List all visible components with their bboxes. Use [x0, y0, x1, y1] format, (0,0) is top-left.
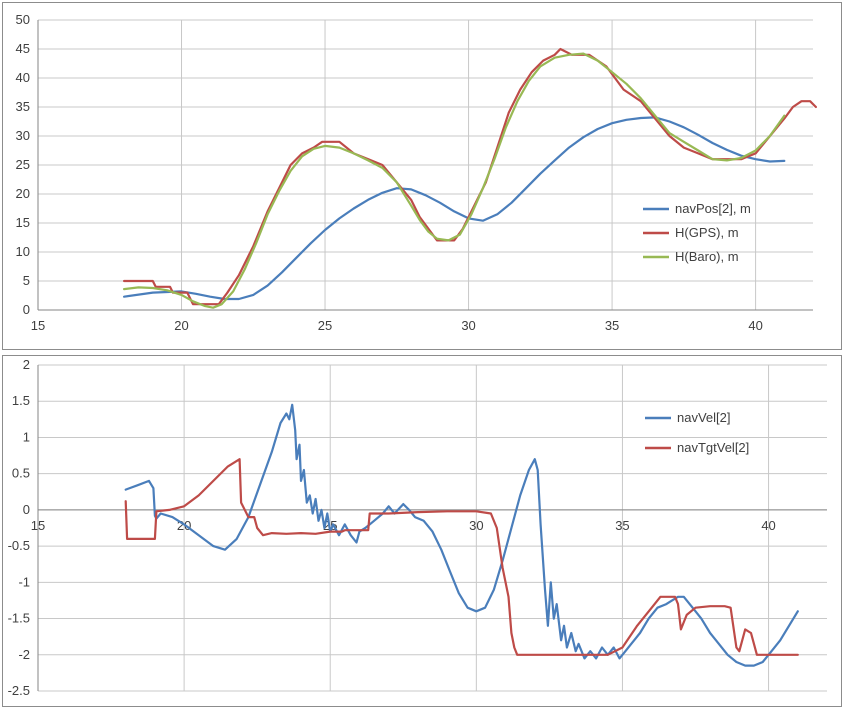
y-tick-label: -0.5 — [8, 538, 30, 553]
y-tick-label: 1 — [23, 429, 30, 444]
x-tick-label: 30 — [461, 318, 475, 333]
y-tick-label: 10 — [16, 244, 30, 259]
legend-label: H(GPS), m — [675, 225, 739, 240]
legend-label: navVel[2] — [677, 410, 731, 425]
x-tick-label: 40 — [761, 518, 775, 533]
y-tick-label: -2 — [18, 647, 30, 662]
y-tick-label: 2 — [23, 357, 30, 372]
y-tick-label: 30 — [16, 128, 30, 143]
x-tick-label: 15 — [31, 518, 45, 533]
bottom-chart-panel: -2.5 -2 -1.5 -1 -0.5 0 0.5 1 1.5 2 15 20 25 30 35 40 nav… — [2, 355, 842, 707]
x-tick-label: 20 — [174, 318, 188, 333]
x-tick-label: 40 — [748, 318, 762, 333]
series-line-1 — [124, 458, 799, 656]
legend: navPos[2], m H(GPS), m H(Baro), m — [643, 201, 751, 264]
y-tick-label: -1 — [18, 574, 30, 589]
gridlines — [38, 19, 813, 311]
legend-label: H(Baro), m — [675, 249, 739, 264]
y-tick-label: 35 — [16, 99, 30, 114]
y-tick-label: 45 — [16, 41, 30, 56]
x-tick-label: 35 — [605, 318, 619, 333]
y-tick-label: 15 — [16, 215, 30, 230]
series-line-1 — [123, 47, 817, 306]
legend-label: navPos[2], m — [675, 201, 751, 216]
x-tick-label: 15 — [31, 318, 45, 333]
y-tick-label: 0 — [23, 502, 30, 517]
y-tick-label: -1.5 — [8, 611, 30, 626]
x-tick-label: 30 — [469, 518, 483, 533]
y-tick-label: 0.5 — [12, 466, 30, 481]
x-tick-label: 35 — [615, 518, 629, 533]
legend: navVel[2] navTgtVel[2] — [645, 410, 749, 455]
series-line-0 — [124, 403, 799, 667]
y-tick-label: 20 — [16, 186, 30, 201]
y-tick-label: 40 — [16, 70, 30, 85]
series-line-2 — [123, 52, 786, 309]
y-tick-label: 0 — [23, 302, 30, 317]
top-chart: 0 5 10 15 20 25 30 35 40 45 50 15 20 25 30 35 40 navPos[2… — [16, 12, 817, 333]
y-tick-label: 5 — [23, 273, 30, 288]
top-chart-panel: 0 5 10 15 20 25 30 35 40 45 50 15 20 25 30 35 40 navPos[2… — [2, 2, 842, 350]
y-tick-label: 50 — [16, 12, 30, 27]
legend-label: navTgtVel[2] — [677, 440, 749, 455]
gridlines — [38, 364, 827, 692]
y-tick-label: -2.5 — [8, 683, 30, 698]
y-tick-label: 1.5 — [12, 393, 30, 408]
x-tick-label: 25 — [318, 318, 332, 333]
y-tick-label: 25 — [16, 157, 30, 172]
